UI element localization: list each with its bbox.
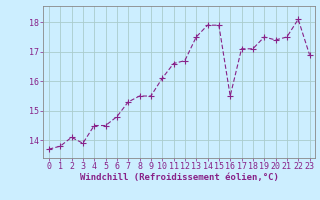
X-axis label: Windchill (Refroidissement éolien,°C): Windchill (Refroidissement éolien,°C)	[80, 173, 279, 182]
